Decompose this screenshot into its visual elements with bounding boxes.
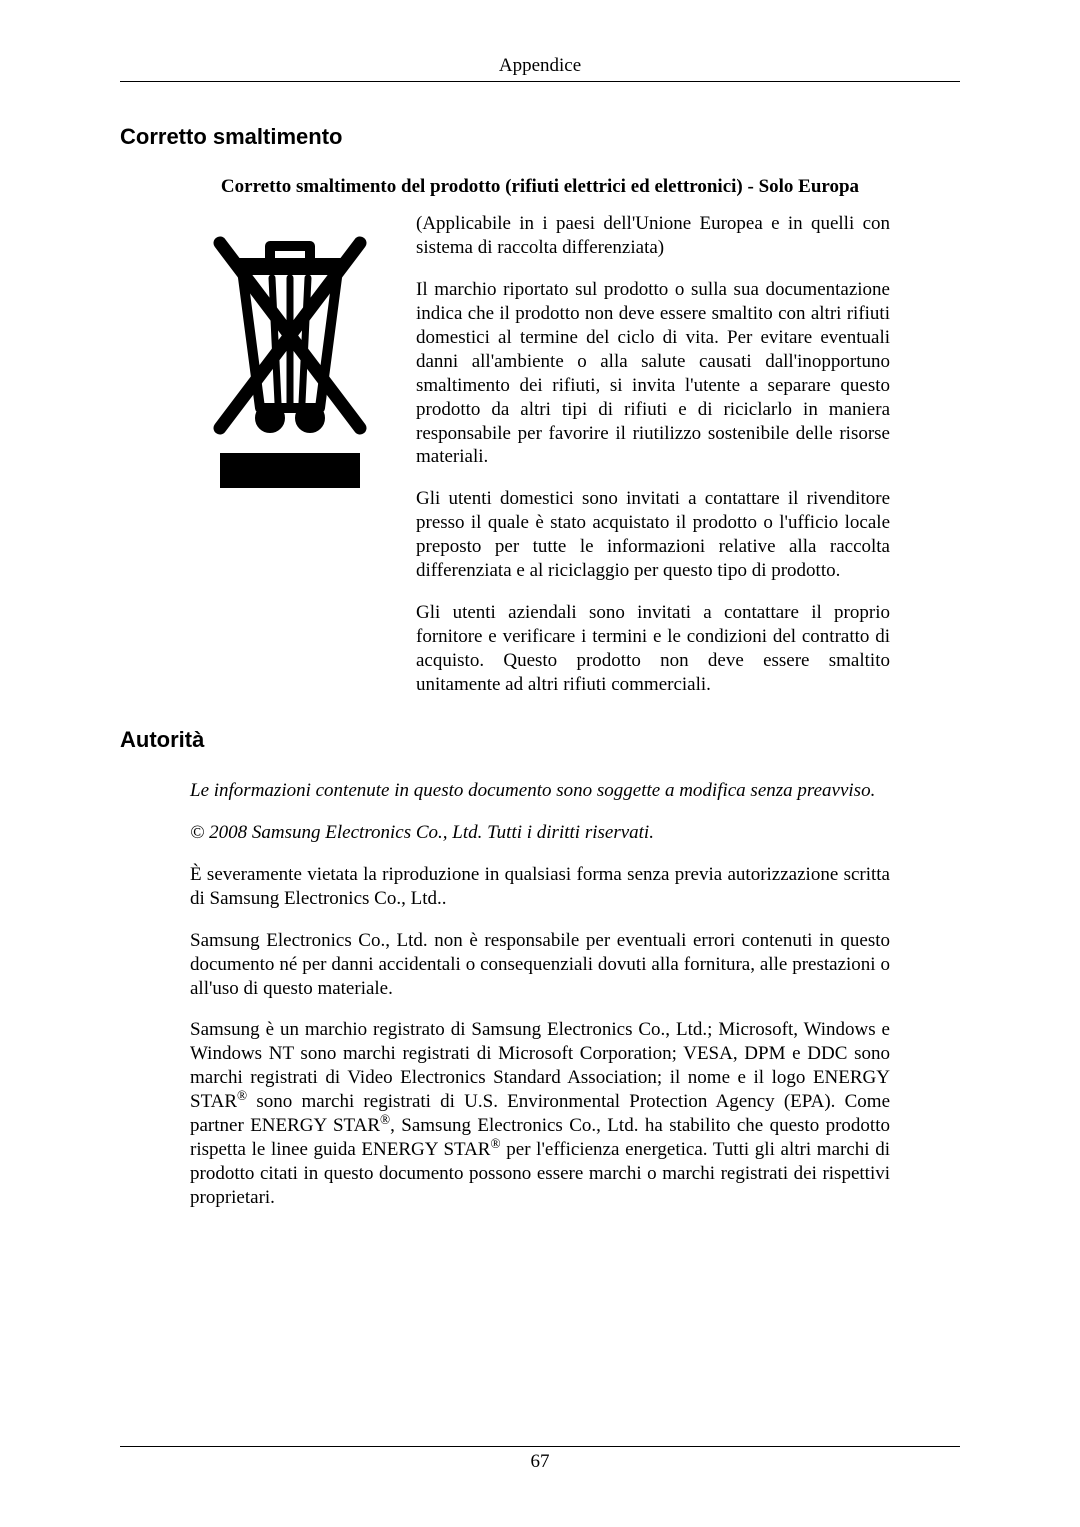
authority-line-2: © 2008 Samsung Electronics Co., Ltd. Tut… [190, 821, 890, 845]
disposal-text: (Applicabile in i paesi dell'Unione Euro… [416, 212, 890, 697]
authority-line-1: Le informazioni contenute in questo docu… [190, 779, 890, 803]
header-rule [120, 81, 960, 82]
footer-rule [120, 1446, 960, 1447]
disposal-para-4: Gli utenti aziendali sono invitati a con… [416, 601, 890, 697]
registered-mark-3: ® [490, 1136, 500, 1151]
disposal-para-3: Gli utenti domestici sono invitati a con… [416, 487, 890, 583]
registered-mark-2: ® [380, 1112, 390, 1127]
disposal-block: (Applicabile in i paesi dell'Unione Euro… [190, 212, 890, 697]
section-heading-disposal: Corretto smaltimento [120, 124, 960, 150]
page-number: 67 [120, 1451, 960, 1473]
page-footer: 67 [120, 1446, 960, 1473]
section-heading-authority: Autorità [120, 727, 960, 753]
disposal-subheading: Corretto smaltimento del prodotto (rifiu… [190, 176, 890, 198]
header-title: Appendice [120, 55, 960, 81]
authority-para-1: È severamente vietata la riproduzione in… [190, 863, 890, 911]
disposal-para-2: Il marchio riportato sul prodotto o sull… [416, 278, 890, 470]
authority-body: Le informazioni contenute in questo docu… [190, 779, 890, 1210]
authority-trademarks: Samsung è un marchio registrato di Samsu… [190, 1018, 890, 1210]
authority-para-2: Samsung Electronics Co., Ltd. non è resp… [190, 929, 890, 1001]
disposal-para-1: (Applicabile in i paesi dell'Unione Euro… [416, 212, 890, 260]
weee-crossed-bin-icon [190, 212, 390, 498]
registered-mark-1: ® [237, 1088, 247, 1103]
